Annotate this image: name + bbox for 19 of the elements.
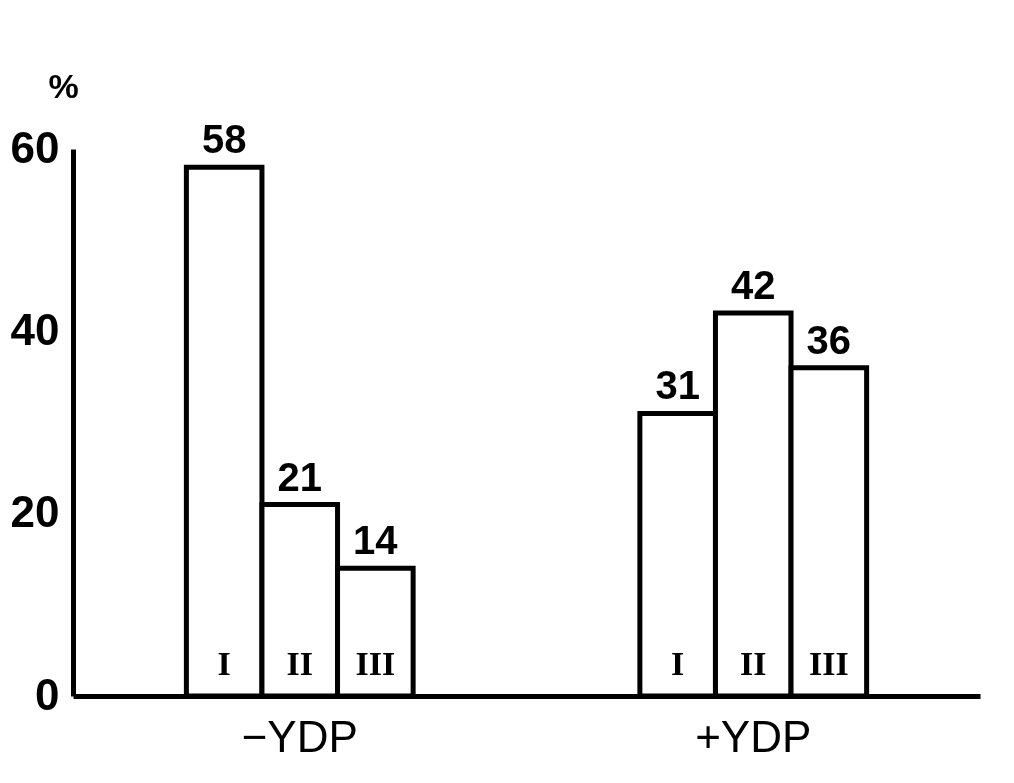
y-axis-title: %: [48, 66, 79, 105]
data-label: 14: [353, 518, 399, 563]
data-label: 42: [731, 263, 776, 308]
series-label: II: [286, 645, 313, 682]
series-label: III: [355, 645, 396, 682]
text: I: [671, 645, 685, 682]
y-tick-label: 20: [10, 487, 60, 537]
data-label: 21: [277, 454, 322, 499]
y-tick-label: 60: [10, 122, 60, 172]
y-tick-label: 0: [35, 669, 60, 719]
text: III: [808, 645, 849, 682]
series-label: I: [217, 645, 231, 682]
x-tick-label: +YDP: [695, 711, 812, 761]
y-tick-label: 40: [10, 304, 60, 354]
text: II: [740, 645, 767, 682]
data-label: 36: [806, 317, 852, 362]
x-tick-label: −YDP: [241, 711, 358, 761]
data-label: 58: [201, 117, 247, 162]
data-label: 31: [655, 363, 700, 408]
